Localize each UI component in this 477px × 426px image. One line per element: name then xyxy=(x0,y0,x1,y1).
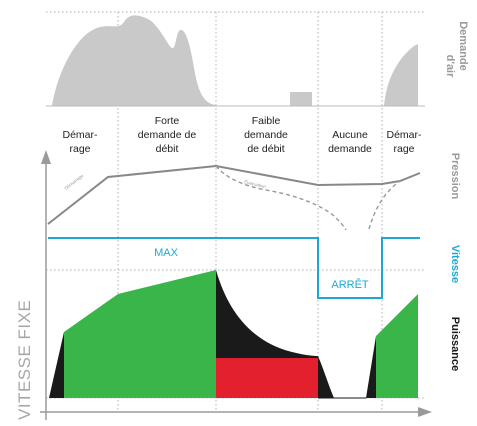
air-demand-restart-area xyxy=(384,44,418,106)
phase-labels: Démar- rage Forte demande de débit Faibl… xyxy=(62,115,422,155)
pressure-panel: Démarrage Évacuation xyxy=(47,164,421,231)
phase-4-line-1: Aucune xyxy=(332,129,368,141)
speed-stop-label: ARRÊT xyxy=(331,278,369,291)
pressure-label: Pression xyxy=(449,153,461,200)
phase-2-line-3: débit xyxy=(156,143,179,155)
power-unload-block xyxy=(216,358,318,398)
phase-3-line-3: de débit xyxy=(247,143,284,155)
phase-1-line-2: rage xyxy=(69,143,90,155)
side-labels: Demande d'air Pression Vitesse Puissance xyxy=(444,21,469,371)
pressure-blowoff-annotation: Évacuation xyxy=(244,178,268,189)
pressure-ramp-annotation: Démarrage xyxy=(64,173,85,191)
speed-panel: MAX ARRÊT xyxy=(48,237,420,299)
power-load-area-1 xyxy=(64,270,216,398)
phase-2-line-1: Forte xyxy=(155,115,180,127)
power-panel xyxy=(49,270,418,399)
power-shutdown-area xyxy=(318,356,334,398)
phase-3-line-2: demande xyxy=(244,129,288,141)
air-demand-panel xyxy=(46,15,425,107)
pressure-line xyxy=(47,164,421,225)
y-axis-arrowhead xyxy=(41,150,51,164)
phase-1-line-1: Démar- xyxy=(62,129,98,141)
speed-max-label: MAX xyxy=(154,247,179,259)
air-demand-area xyxy=(52,15,216,107)
air-demand-low-block xyxy=(290,92,312,106)
air-demand-label-line-2: d'air xyxy=(444,55,456,79)
power-start-spike-1 xyxy=(49,332,64,398)
fixed-speed-title: VITESSE FIXE xyxy=(15,300,34,420)
power-label: Puissance xyxy=(449,317,461,371)
x-axis-arrowhead xyxy=(418,407,432,417)
speed-label: Vitesse xyxy=(449,245,461,283)
phase-5-line-1: Démar- xyxy=(386,129,422,141)
phase-2-line-2: demande de xyxy=(138,129,197,141)
air-demand-label-line-1: Demande xyxy=(457,21,469,71)
phase-5-line-2: rage xyxy=(393,143,414,155)
phase-4-line-2: demande xyxy=(328,143,372,155)
pressure-restart-dashed xyxy=(368,180,401,230)
pressure-blowoff-dashed xyxy=(215,165,347,231)
power-load-area-2 xyxy=(376,294,418,398)
axes xyxy=(40,150,432,420)
speed-line xyxy=(48,237,420,299)
phase-3-line-1: Faible xyxy=(252,115,281,127)
